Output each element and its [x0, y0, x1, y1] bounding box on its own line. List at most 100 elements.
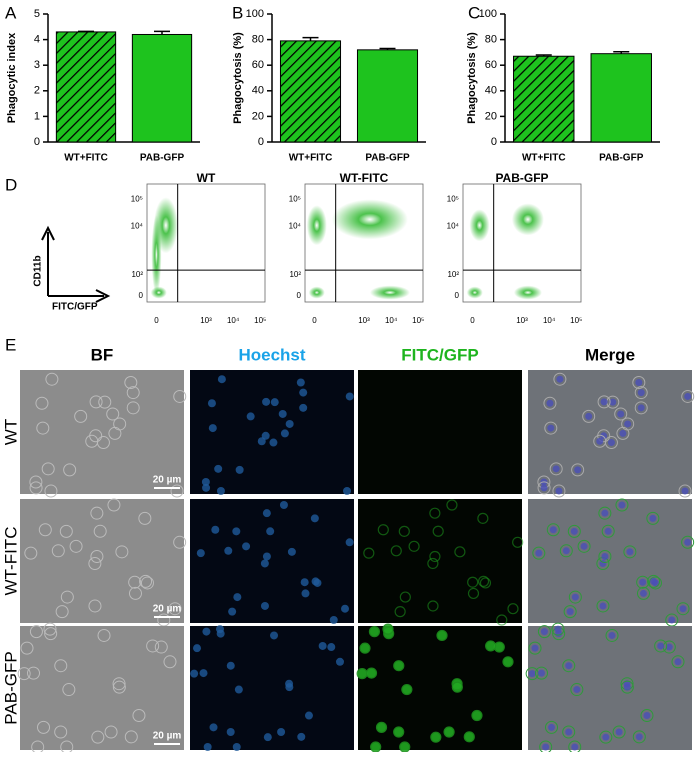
nucleus — [528, 670, 536, 678]
flow-x-tick-label: 10⁵ — [412, 316, 424, 325]
nucleus — [262, 397, 271, 406]
flow-x-tick-label: 10³ — [200, 316, 212, 325]
green-cell — [382, 623, 394, 635]
scale-bar-label: 20 µm — [153, 475, 182, 486]
green-cell — [399, 741, 411, 753]
cell — [528, 641, 542, 655]
flow-y-tick-label: 10⁵ — [447, 194, 459, 203]
cell — [59, 524, 73, 538]
nucleus — [643, 712, 651, 720]
nucleus — [570, 527, 578, 535]
nucleus — [679, 605, 687, 613]
nucleus — [260, 559, 269, 568]
cell — [567, 524, 581, 538]
nucleus — [310, 514, 319, 523]
cell — [44, 484, 58, 498]
x-tick-label: PAB-GFP — [365, 153, 410, 164]
cell — [543, 396, 557, 410]
nucleus — [263, 733, 272, 742]
cell — [535, 666, 549, 680]
nucleus — [299, 388, 308, 397]
nucleus — [571, 743, 579, 751]
y-axis-label: Phagocytosis (%) — [466, 32, 478, 124]
panel-letter: A — [5, 3, 17, 22]
cell — [29, 481, 43, 495]
cell — [51, 544, 65, 558]
nucleus — [538, 669, 546, 677]
cell — [108, 426, 122, 440]
green-cell — [471, 709, 483, 722]
panel-letter: E — [5, 335, 16, 354]
cell — [98, 395, 112, 409]
y-tick-label: 0 — [34, 136, 40, 148]
nucleus — [580, 542, 588, 550]
panel-letter: C — [468, 3, 480, 22]
cell — [582, 409, 596, 423]
nucleus — [602, 733, 610, 741]
flow-y-label: CD11b — [33, 255, 44, 286]
nucleus — [335, 657, 344, 666]
population — [331, 199, 408, 240]
cell — [89, 395, 103, 409]
green-cell — [502, 656, 514, 668]
cell — [107, 498, 121, 512]
error-bar — [379, 47, 396, 50]
green-cell — [390, 545, 402, 557]
y-tick-label: 20 — [485, 110, 497, 122]
green-cell — [507, 603, 519, 615]
green-cell — [368, 626, 381, 638]
cell — [646, 511, 660, 525]
nucleus — [327, 643, 336, 652]
flow-y-tick-label: 10⁴ — [447, 222, 460, 231]
row-label: PAB-GFP — [1, 651, 20, 724]
cell — [640, 709, 654, 723]
micrograph — [528, 626, 692, 750]
cell — [598, 549, 612, 563]
cell — [605, 628, 619, 642]
x-tick-label: WT+FITC — [64, 153, 108, 164]
cell — [124, 375, 138, 389]
cell — [173, 535, 187, 549]
cell — [97, 628, 111, 642]
nucleus — [600, 398, 608, 406]
micrograph — [190, 499, 354, 623]
green-cell — [479, 577, 492, 589]
nucleus — [604, 527, 612, 535]
green-cell — [454, 546, 466, 558]
cell — [43, 622, 57, 636]
nucleus — [311, 577, 320, 586]
error-bar — [302, 36, 319, 41]
nucleus — [615, 728, 623, 736]
cell — [537, 625, 551, 639]
nucleus — [585, 412, 593, 420]
nucleus — [216, 487, 225, 495]
nucleus — [262, 552, 271, 561]
y-tick-label: 80 — [485, 34, 497, 46]
cell — [93, 524, 107, 538]
cell — [36, 421, 50, 435]
green-cell — [408, 540, 420, 552]
nucleus — [211, 525, 220, 534]
nucleus — [600, 432, 608, 440]
cell — [112, 677, 126, 691]
cell — [568, 590, 582, 604]
y-axis-label: Phagocytic index — [6, 32, 18, 123]
y-axis-label: Phagocytosis (%) — [232, 32, 244, 124]
nucleus — [202, 483, 211, 492]
y-tick-label: 100 — [246, 8, 264, 20]
cell — [636, 586, 650, 600]
green-cell — [446, 499, 458, 511]
cell — [168, 602, 182, 616]
micrograph — [190, 626, 354, 750]
y-tick-label: 3 — [34, 59, 40, 71]
nucleus — [262, 509, 271, 518]
nucleus — [531, 644, 539, 652]
nucleus — [547, 424, 555, 432]
bar — [131, 33, 193, 143]
row-label: WT — [1, 419, 20, 445]
y-tick-label: 60 — [252, 59, 264, 71]
column-header: Merge — [585, 345, 635, 364]
y-tick-label: 4 — [34, 34, 40, 46]
y-tick-label: 80 — [252, 34, 264, 46]
nucleus — [343, 487, 352, 495]
